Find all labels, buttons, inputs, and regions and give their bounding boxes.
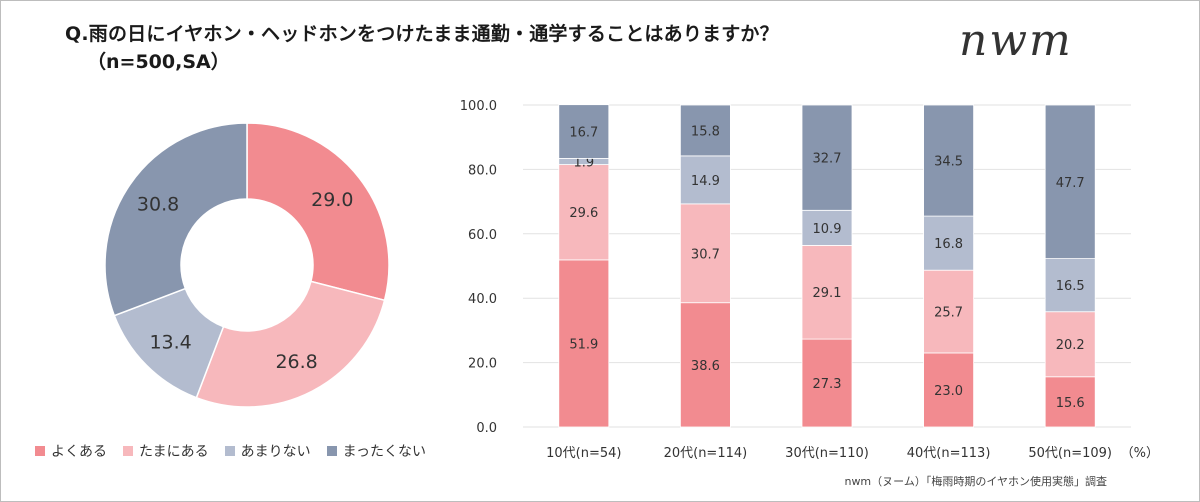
donut-label-4: 30.8: [137, 194, 179, 216]
bar-value-label: 34.5: [934, 155, 963, 170]
bar-segment: [923, 215, 975, 271]
donut-label-3: 13.4: [149, 331, 191, 353]
bar-segment: [1044, 104, 1096, 259]
bar-segment: [679, 203, 731, 304]
bar-segment: [679, 104, 731, 157]
bar-value-label: 16.5: [1056, 279, 1085, 294]
y-tick-label: 20.0: [468, 357, 497, 372]
legend-item: よくある: [35, 441, 107, 461]
donut-slice-2: [195, 280, 386, 408]
bar-value-label: 16.8: [934, 237, 963, 252]
x-tick-label: 40代(n=113): [907, 446, 991, 461]
donut-label-1: 29.0: [311, 189, 353, 211]
legend-item: あまりない: [224, 441, 311, 461]
bar-value-label: 10.9: [813, 222, 842, 237]
bar-value-label: 25.7: [934, 306, 963, 321]
legend: よくある たまにある あまりない まったくない: [35, 441, 426, 461]
bar-segment: [801, 209, 853, 246]
y-tick-label: 60.0: [468, 228, 497, 243]
bar-value-label: 15.8: [691, 124, 720, 139]
bar-value-label: 29.6: [569, 206, 598, 221]
donut-label-2: 26.8: [275, 351, 317, 373]
bar-segment: [1044, 311, 1096, 378]
bar-segment: [1044, 258, 1096, 313]
bar-segment: [679, 302, 731, 428]
legend-item: たまにある: [123, 441, 209, 461]
brand-logo: nwm: [959, 15, 1073, 66]
chart-subtitle: （n=500,SA）: [87, 51, 230, 73]
legend-label: まったくない: [342, 444, 427, 460]
donut-chart: 29.0 26.8 13.4 30.8: [104, 122, 390, 408]
bar-segment: [923, 352, 975, 428]
legend-label: よくある: [51, 444, 107, 460]
stacked-bar-chart: 0.0 20.0 40.0 60.0 80.0 100.0 51.9 29.6 1.9 16.7 1…: [460, 99, 1159, 461]
bar-segment: [558, 259, 610, 428]
chart-title: Q.雨の日にイヤホン・ヘッドホンをつけたまま通勤・通学することはありますか？: [65, 23, 779, 45]
bar-value-label: 15.6: [1056, 396, 1085, 411]
x-tick-label: 50代(n=109): [1028, 446, 1112, 461]
bar-value-label: 20.2: [1056, 338, 1085, 353]
y-tick-label: 100.0: [460, 99, 497, 114]
bar-segment: [558, 164, 610, 261]
bar-segment: [801, 244, 853, 340]
bar-value-label: 16.7: [569, 126, 598, 141]
bar-segment: [1044, 376, 1096, 428]
bar-segment: [558, 104, 610, 159]
unit-label: （%）: [1121, 446, 1159, 461]
bar-value-label: 32.7: [813, 152, 842, 167]
bar-value-label: 14.9: [691, 174, 720, 189]
bar-value-label: 30.7: [691, 247, 720, 262]
legend-swatch: [326, 446, 337, 456]
source-note: nwm（ヌーム）「梅雨時期のイヤホン使用実態」調査: [844, 475, 1107, 488]
x-tick-label: 20代(n=114): [664, 446, 748, 461]
legend-label: あまりない: [240, 444, 311, 460]
legend-label: たまにある: [139, 444, 209, 460]
bar-value-label: 1.9: [573, 156, 594, 171]
x-tick-label: 30代(n=110): [785, 446, 869, 461]
bar-value-label: 38.6: [691, 359, 720, 374]
y-tick-label: 40.0: [468, 292, 497, 307]
bar-value-label: 47.7: [1056, 176, 1085, 191]
bar-segment: [923, 269, 975, 354]
y-tick-label: 80.0: [468, 163, 497, 178]
legend-swatch: [35, 446, 45, 456]
legend-swatch: [123, 446, 133, 456]
legend-item: まったくない: [326, 441, 427, 461]
bar-segment: [801, 104, 853, 211]
donut-slice-1: [246, 122, 390, 302]
bar-value-label: 27.3: [813, 377, 842, 392]
bar-value-label: 23.0: [934, 384, 963, 399]
y-tick-label: 0.0: [476, 421, 497, 436]
donut-slice-4: [104, 122, 248, 317]
legend-swatch: [224, 446, 235, 456]
x-tick-label: 10代(n=54): [546, 446, 621, 461]
bar-value-label: 51.9: [569, 337, 598, 352]
bar-value-label: 29.1: [813, 286, 842, 301]
bar-segment: [679, 155, 731, 205]
bar-segment: [923, 104, 975, 217]
